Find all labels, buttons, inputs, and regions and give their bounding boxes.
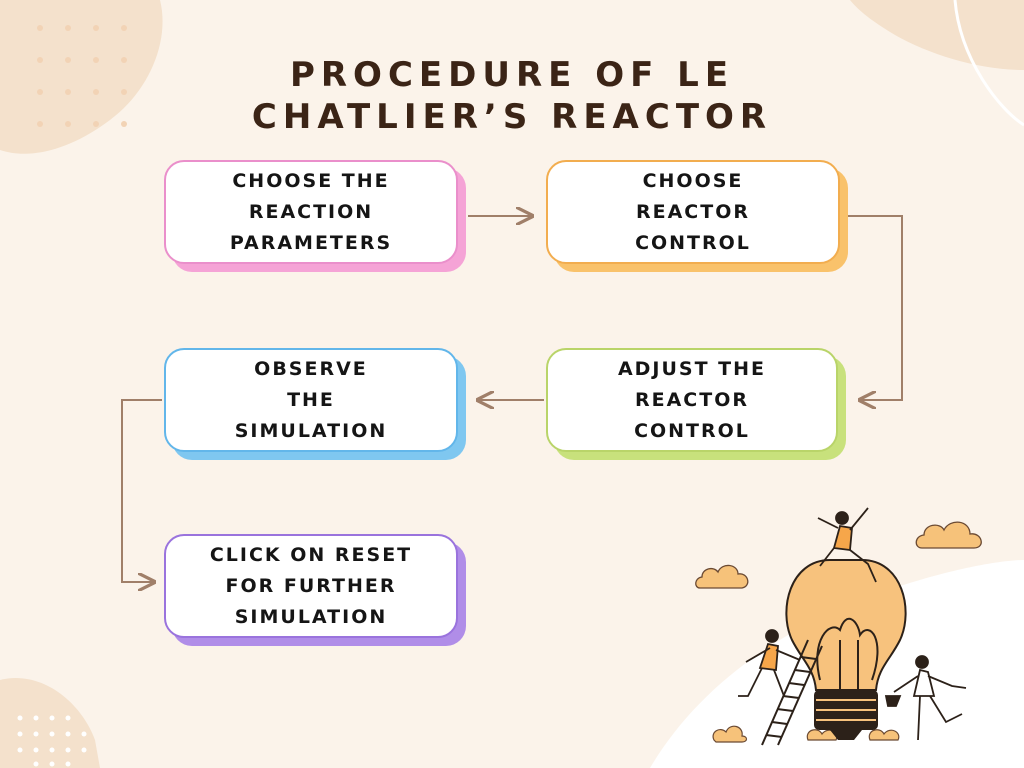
page-title: PROCEDURE OF LE CHATLIER’S REACTOR xyxy=(0,54,1024,138)
cloud-icon xyxy=(915,521,982,549)
arrow-step4-to-step5 xyxy=(121,399,162,582)
step-click-reset: CLICK ON RESET FOR FURTHER SIMULATION xyxy=(164,534,466,646)
step-label: OBSERVE THE SIMULATION xyxy=(234,357,388,442)
lightbulb-with-people-icon xyxy=(695,507,982,746)
step-choose-reaction-parameters: CHOOSE THE REACTION PARAMETERS xyxy=(164,160,466,272)
person-icon xyxy=(817,507,877,583)
step-label: ADJUST THE REACTOR CONTROL xyxy=(617,357,767,442)
arrow-step2-to-step3 xyxy=(848,215,903,400)
ladder-icon xyxy=(761,639,823,746)
title-line-1: PROCEDURE OF LE xyxy=(289,55,735,95)
step-card: CHOOSE REACTOR CONTROL xyxy=(546,160,840,264)
cloud-icon xyxy=(695,564,749,589)
step-observe-simulation: OBSERVE THE SIMULATION xyxy=(164,348,466,460)
step-card: ADJUST THE REACTOR CONTROL xyxy=(546,348,838,452)
step-label: CHOOSE REACTOR CONTROL xyxy=(635,169,751,254)
step-label: CLICK ON RESET FOR FURTHER SIMULATION xyxy=(209,543,413,628)
step-label: CHOOSE THE REACTION PARAMETERS xyxy=(229,169,393,254)
person-icon xyxy=(884,655,967,741)
step-choose-reactor-control: CHOOSE REACTOR CONTROL xyxy=(546,160,848,272)
step-card: CHOOSE THE REACTION PARAMETERS xyxy=(164,160,458,264)
person-icon xyxy=(738,629,801,697)
title-line-2: CHATLIER’S REACTOR xyxy=(251,97,773,137)
step-card: OBSERVE THE SIMULATION xyxy=(164,348,458,452)
step-card: CLICK ON RESET FOR FURTHER SIMULATION xyxy=(164,534,458,638)
step-adjust-reactor-control: ADJUST THE REACTOR CONTROL xyxy=(546,348,846,460)
